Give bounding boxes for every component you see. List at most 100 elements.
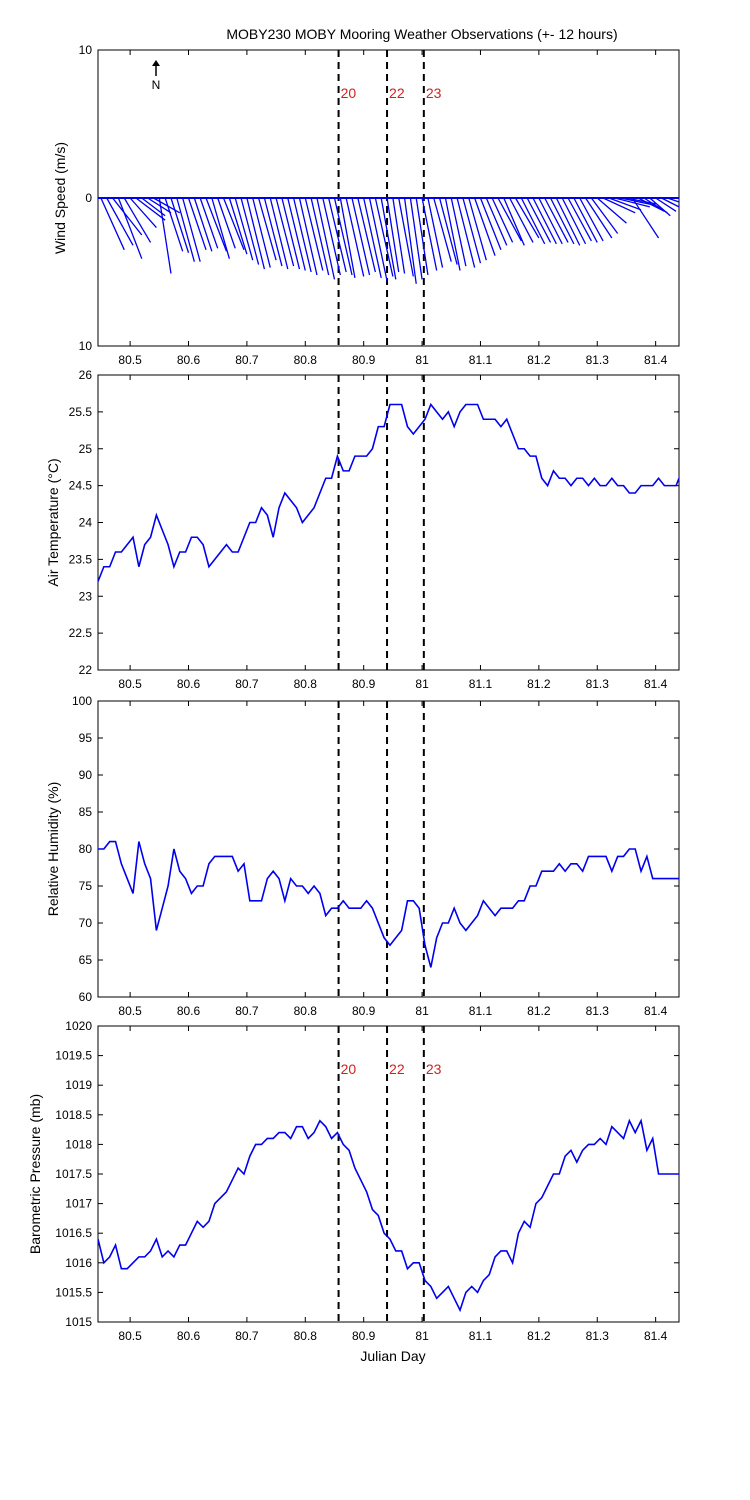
- wind-vector: [409, 197, 423, 280]
- x-tick-label: 80.8: [294, 677, 318, 691]
- wind-vector: [246, 197, 266, 270]
- wind-vector: [561, 197, 587, 245]
- wind-vector: [304, 197, 324, 271]
- axes-box: [97, 700, 680, 998]
- x-tick-label: 80.7: [235, 677, 259, 691]
- y-tick-label: 10: [79, 339, 93, 353]
- x-tick-label: 81: [415, 353, 429, 367]
- wind-vector: [649, 197, 671, 217]
- y-tick-label: 1017: [65, 1197, 92, 1211]
- wind-vector: [292, 197, 312, 273]
- x-tick-label: 81.4: [644, 1004, 668, 1018]
- wind-vector: [310, 197, 330, 276]
- y-tick-label: 24: [79, 516, 93, 530]
- north-arrow-head: [152, 60, 160, 66]
- wind-vector: [585, 197, 613, 239]
- wind-vector: [403, 197, 417, 284]
- wind-vector: [339, 197, 356, 279]
- panel-1: 80.5 80.6 80.7 80.8 80.9 81 81.1 81.2 81.3 81.4 10…: [52, 43, 680, 367]
- wind-vector: [322, 197, 341, 276]
- wind-vector: [602, 197, 636, 214]
- wind-vector: [532, 197, 557, 245]
- y-tick-label: 25: [79, 442, 93, 456]
- wind-vector: [491, 197, 514, 243]
- y-tick-label: 22: [79, 663, 93, 677]
- wind-vector: [164, 197, 184, 252]
- wind-vector: [398, 197, 414, 277]
- wind-vector: [257, 197, 277, 261]
- y-axis-label: Relative Humidity (%): [45, 782, 61, 917]
- wind-vector: [549, 197, 575, 245]
- wind-vector: [415, 197, 429, 276]
- y-tick-label: 1018: [65, 1137, 92, 1151]
- wind-vector: [176, 197, 195, 262]
- wind-vector: [298, 197, 318, 276]
- x-tick-label: 81.3: [586, 1004, 610, 1018]
- event-marker-label: 20: [341, 85, 357, 101]
- wind-vector: [450, 197, 467, 267]
- x-tick-label: 81.4: [644, 1329, 668, 1343]
- y-tick-label: 1020: [65, 1019, 92, 1033]
- panel-4: 80.5 80.6 80.7 80.8 80.9 81 81.1 81.2 81.3 81.4 10…: [27, 1019, 680, 1343]
- wind-vector: [182, 197, 201, 262]
- x-tick-label: 81.2: [527, 353, 551, 367]
- wind-vector: [497, 197, 522, 242]
- series-line: [98, 1118, 679, 1313]
- wind-vector: [433, 197, 452, 262]
- wind-vector: [100, 197, 125, 251]
- x-tick-label: 80.9: [352, 1329, 376, 1343]
- y-tick-label: 90: [79, 768, 93, 782]
- x-tick-label: 81.2: [527, 1004, 551, 1018]
- series-line: [98, 402, 679, 582]
- x-tick-label: 81.3: [586, 1329, 610, 1343]
- x-tick-label: 81.1: [469, 1329, 493, 1343]
- x-tick-label: 80.8: [294, 1329, 318, 1343]
- wind-vector: [135, 197, 166, 221]
- wind-vector: [199, 197, 219, 249]
- wind-vector: [368, 197, 388, 282]
- x-tick-label: 80.5: [118, 677, 142, 691]
- wind-vector: [380, 197, 397, 280]
- wind-vector: [544, 197, 569, 243]
- wind-vector: [252, 197, 271, 268]
- wind-vector: [479, 197, 502, 251]
- panel-2: 80.5 80.6 80.7 80.8 80.9 81 81.1 81.2 81.3 81.4 22…: [45, 368, 680, 691]
- x-tick-label: 80.5: [118, 1329, 142, 1343]
- wind-vector: [637, 197, 665, 212]
- wind-vector: [112, 197, 143, 236]
- x-tick-label: 81.1: [469, 353, 493, 367]
- x-tick-label: 80.9: [352, 677, 376, 691]
- y-axis-label: Wind Speed (m/s): [52, 142, 68, 254]
- axes-box: [97, 374, 680, 671]
- wind-vector: [328, 197, 347, 273]
- chart-title: MOBY230 MOBY Mooring Weather Observation…: [226, 26, 617, 42]
- wind-vector: [333, 197, 353, 276]
- x-tick-label: 80.9: [352, 353, 376, 367]
- wind-vector: [503, 197, 525, 246]
- y-tick-label: 1015.5: [55, 1285, 92, 1299]
- y-tick-label: 100: [72, 694, 92, 708]
- wind-vector: [228, 197, 248, 255]
- y-tick-label: 1016.5: [55, 1226, 92, 1240]
- series-line: [98, 840, 679, 968]
- x-tick-label: 80.6: [177, 677, 201, 691]
- wind-vector: [281, 197, 301, 270]
- wind-vector: [351, 197, 371, 276]
- x-tick-label: 81: [415, 677, 429, 691]
- wind-vector: [222, 197, 245, 251]
- y-tick-label: 70: [79, 916, 93, 930]
- y-tick-label: 95: [79, 731, 93, 745]
- wind-vector: [106, 197, 134, 246]
- wind-vector: [555, 197, 581, 246]
- wind-vector: [573, 197, 598, 243]
- wind-vector: [269, 197, 289, 270]
- wind-vector: [275, 197, 295, 267]
- y-tick-label: 75: [79, 879, 93, 893]
- wind-vectors: [98, 197, 679, 284]
- wind-vector: [211, 197, 231, 259]
- x-tick-label: 80.7: [235, 1004, 259, 1018]
- x-tick-label: 81.3: [586, 353, 610, 367]
- wind-vector: [386, 197, 400, 273]
- y-tick-label: 25.5: [69, 405, 93, 419]
- wind-vector: [287, 197, 306, 271]
